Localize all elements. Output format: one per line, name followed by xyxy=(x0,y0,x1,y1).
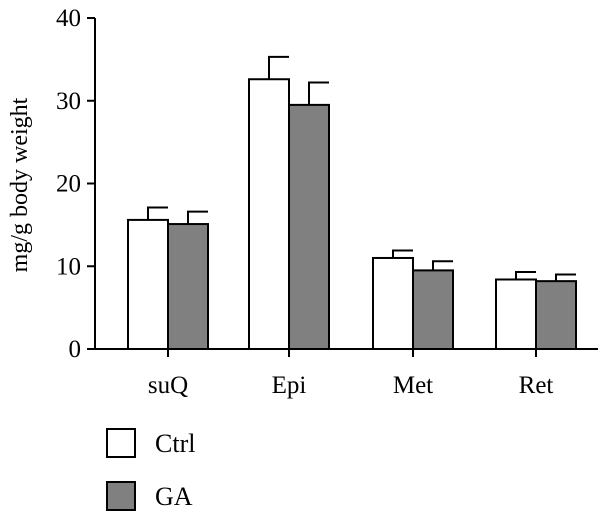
legend-swatch-ga xyxy=(106,481,136,511)
x-tick-label: Met xyxy=(393,372,433,399)
x-tick-label: Epi xyxy=(272,372,307,399)
y-tick-label: 30 xyxy=(56,88,81,115)
y-tick-label: 10 xyxy=(56,253,81,280)
bars xyxy=(127,55,577,351)
y-tick-label: 20 xyxy=(56,171,81,198)
legend-swatch-ctrl xyxy=(106,428,136,458)
x-tick-label: Ret xyxy=(519,372,554,399)
legend-label-ga: GA xyxy=(155,482,193,511)
bar-ga-met xyxy=(412,269,454,351)
legend-label-ctrl: Ctrl xyxy=(155,429,195,458)
bar-ga-suq xyxy=(167,223,209,350)
bar-ga-epi xyxy=(288,103,330,350)
bar-ga-ret xyxy=(535,280,577,350)
bar-ctrl-ret xyxy=(495,278,537,350)
bar-ctrl-met xyxy=(372,256,414,351)
x-tick-label: suQ xyxy=(148,372,188,399)
bar-ctrl-suq xyxy=(127,218,169,350)
axes: 0 10 20 30 40 suQ Epi Met Ret xyxy=(56,5,598,399)
y-tick-label: 0 xyxy=(69,336,82,363)
bar-ctrl-epi xyxy=(248,78,290,351)
y-tick-label: 40 xyxy=(56,5,81,32)
legend: Ctrl GA xyxy=(106,428,195,511)
y-axis-label: mg/g body weight xyxy=(7,97,33,272)
